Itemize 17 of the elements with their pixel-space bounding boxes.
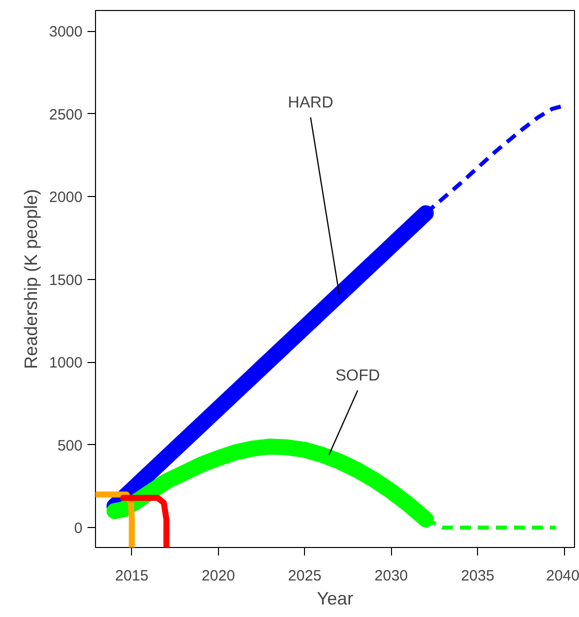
annotation: HARD: [288, 94, 334, 112]
x-axis-title: Year: [316, 588, 354, 608]
y-tick-label: 3000: [49, 24, 83, 41]
x-tick-label: 2025: [288, 568, 322, 584]
x-tick-label: 2020: [202, 568, 235, 584]
y-tick-label: 0: [74, 520, 82, 538]
y-tick-label: 2500: [49, 106, 83, 124]
x-tick-label: 2030: [374, 568, 408, 584]
y-axis-title: Readership (K people): [21, 188, 42, 370]
y-tick-label: 2000: [49, 189, 83, 206]
x-tick-label: 2040: [546, 568, 579, 584]
x-tick-label: 2035: [460, 568, 494, 584]
x-tick-label: 2015: [115, 568, 149, 584]
y-tick-label: 1000: [49, 354, 83, 372]
y-tick-label: 500: [57, 437, 83, 454]
y-tick-label: 1500: [49, 272, 83, 289]
annotation: SOFD: [335, 367, 380, 384]
